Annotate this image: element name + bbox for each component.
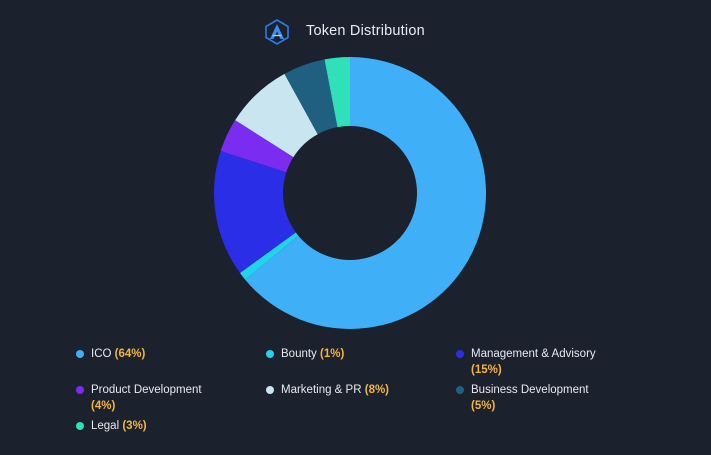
legend-percent: (4%) xyxy=(91,400,116,412)
donut-slice-legal xyxy=(324,57,350,128)
donut-slice-business-development xyxy=(284,59,338,135)
legend-item-marketing-pr: Marketing & PR (8%) xyxy=(266,382,451,398)
legend-swatch xyxy=(76,386,84,394)
legend-percent: (8%) xyxy=(364,384,390,396)
chart-header: Token Distribution xyxy=(0,16,711,48)
legend-item-product-development: Product Development (4%) xyxy=(76,382,261,414)
legend-label: Bounty xyxy=(281,348,317,360)
legend-item-ico: ICO (64%) xyxy=(76,346,261,362)
legend-label: ICO xyxy=(91,348,112,360)
legend-label: Business Development xyxy=(471,384,589,396)
legend-item-management-advisory: Management & Advisory (15%) xyxy=(456,346,651,378)
legend-swatch xyxy=(266,350,274,358)
legend-swatch xyxy=(456,386,464,394)
legend-item-business-development: Business Development (5%) xyxy=(456,382,651,414)
legend-label: Management & Advisory xyxy=(471,348,596,360)
legend-percent: (5%) xyxy=(471,400,496,412)
legend-label: Marketing & PR xyxy=(281,384,362,396)
legend-item-legal: Legal (3%) xyxy=(76,418,261,434)
arrow-triangle-logo-icon xyxy=(265,19,289,45)
legend-label: Product Development xyxy=(91,384,202,396)
legend-swatch xyxy=(266,386,274,394)
legend-percent: (15%) xyxy=(471,364,502,376)
legend-percent: (64%) xyxy=(114,348,146,360)
donut-slice-marketing-pr xyxy=(235,73,318,158)
donut-slice-product-development xyxy=(220,120,294,173)
legend-swatch xyxy=(76,422,84,430)
legend-item-bounty: Bounty (1%) xyxy=(266,346,451,362)
legend-swatch xyxy=(76,350,84,358)
legend-percent: (1%) xyxy=(320,348,345,360)
legend-percent: (3%) xyxy=(122,420,147,432)
legend-swatch xyxy=(456,350,464,358)
donut-chart xyxy=(214,57,487,330)
donut-slice-ico xyxy=(245,57,487,330)
legend-label: Legal xyxy=(91,420,120,432)
chart-title: Token Distribution xyxy=(306,23,425,39)
donut-slice-bounty xyxy=(239,232,299,280)
donut-slice-management-advisory xyxy=(214,150,296,273)
